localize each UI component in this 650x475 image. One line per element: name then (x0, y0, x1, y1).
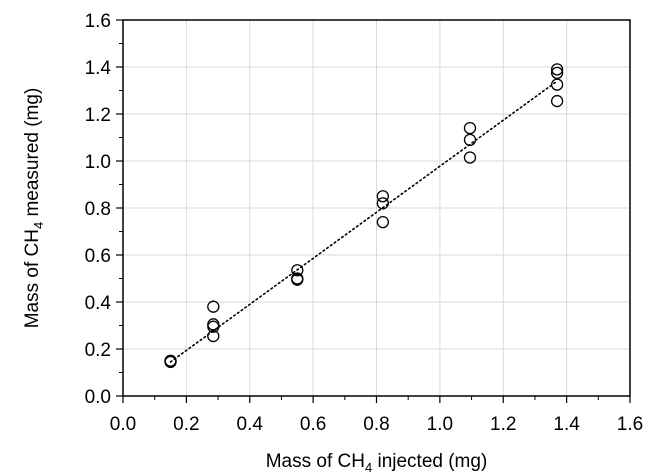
data-point (207, 329, 220, 343)
data-point (164, 355, 177, 369)
x-tick-label: 0.2 (173, 414, 199, 435)
data-point (376, 215, 389, 229)
x-tick-label: 1.0 (427, 414, 453, 435)
data-point (463, 151, 477, 164)
x-tick-label: 0.4 (237, 414, 264, 435)
data-point (207, 320, 220, 333)
data-point (550, 94, 564, 108)
x-tick-label: 1.4 (553, 414, 580, 435)
y-tick-label: 0.4 (85, 293, 112, 314)
x-tick-labels: 0.0 0.2 0.4 0.6 0.8 1.0 1.2 1.4 1.6 (110, 414, 643, 435)
data-point (207, 300, 220, 313)
y-tick-label: 1.6 (85, 11, 111, 32)
x-tick-label: 0.8 (363, 414, 389, 435)
data-point (550, 66, 564, 80)
y-tick-label: 0.8 (85, 199, 111, 220)
y-tick-label: 1.4 (85, 58, 112, 79)
x-tick-label: 1.6 (617, 414, 643, 435)
data-point (376, 197, 389, 210)
y-tick-label: 0.6 (85, 246, 111, 267)
data-point (463, 121, 477, 135)
gridlines (123, 20, 630, 396)
trendline (169, 80, 558, 363)
data-point (376, 190, 389, 203)
y-tick-label: 1.2 (85, 105, 111, 126)
data-point (463, 133, 477, 147)
y-tick-labels: 0.0 0.2 0.4 0.6 0.8 1.0 1.2 1.4 1.6 (85, 11, 112, 408)
y-tick-label: 0.0 (85, 387, 111, 408)
x-tick-label: 0.0 (110, 414, 136, 435)
y-tick-label: 1.0 (85, 152, 111, 173)
data-point (550, 63, 564, 76)
y-tick-label: 0.2 (85, 340, 111, 361)
data-point (291, 273, 304, 286)
data-points (164, 63, 564, 369)
tick-marks (116, 19, 631, 403)
x-tick-label: 1.2 (490, 414, 516, 435)
data-point (207, 318, 220, 331)
data-point (550, 78, 564, 91)
x-axis-title: Mass of CH4 injected (mg) (266, 451, 488, 475)
y-axis-title: Mass of CH4 measured (mg) (22, 88, 46, 329)
x-tick-label: 0.6 (300, 414, 326, 435)
data-point (291, 264, 304, 277)
